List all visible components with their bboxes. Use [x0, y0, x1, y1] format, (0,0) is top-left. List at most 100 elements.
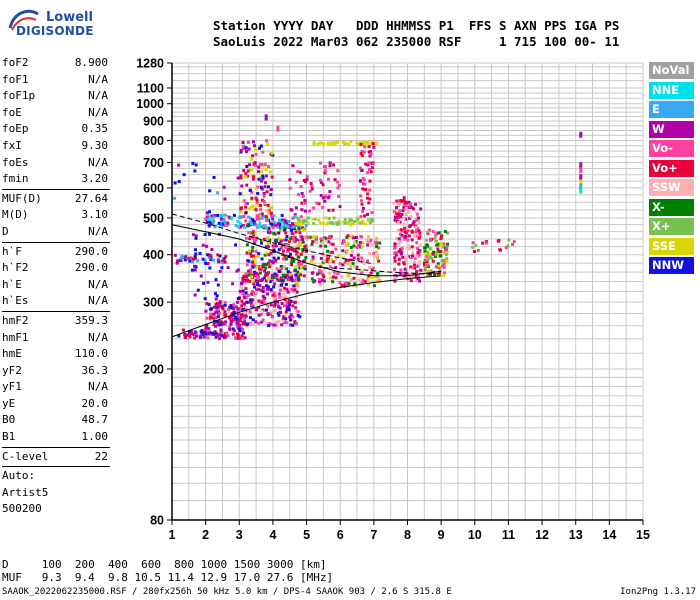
echo-point	[284, 295, 288, 299]
echo-point	[214, 331, 218, 335]
echo-point	[239, 222, 243, 226]
echo-point	[504, 246, 508, 250]
echo-point	[267, 228, 271, 232]
echo-point	[353, 240, 357, 244]
echo-point	[214, 297, 218, 301]
echo-point	[202, 335, 206, 339]
echo-point	[277, 305, 281, 309]
echo-point	[293, 235, 297, 239]
echo-point	[311, 217, 315, 221]
echo-point	[255, 285, 259, 289]
echo-point	[224, 223, 228, 227]
echo-point	[400, 236, 404, 240]
echo-point	[261, 294, 265, 298]
echo-point	[473, 250, 477, 254]
echo-point	[422, 261, 426, 265]
echo-point	[216, 213, 220, 217]
echo-point	[188, 335, 192, 339]
echo-point	[223, 197, 227, 201]
echo-point	[579, 187, 583, 194]
echo-point	[363, 145, 367, 149]
echo-point	[232, 314, 236, 318]
echo-point	[299, 273, 303, 277]
echo-point	[269, 187, 273, 191]
echo-point	[244, 287, 248, 291]
echo-point	[328, 250, 332, 254]
echo-point	[294, 230, 298, 234]
echo-point	[244, 202, 248, 206]
echo-point	[218, 337, 222, 341]
echo-point	[428, 256, 432, 260]
echo-point	[313, 239, 317, 243]
version-label: Ion2Png 1.3.17	[620, 587, 696, 597]
echo-point	[244, 291, 248, 295]
echo-point	[308, 209, 312, 213]
echo-point	[371, 280, 375, 284]
y-tick-label: 600	[143, 181, 164, 195]
echo-point	[396, 228, 400, 232]
echo-point	[287, 305, 291, 309]
echo-point	[266, 292, 270, 296]
echo-point	[260, 288, 264, 292]
echo-point	[320, 278, 324, 282]
echo-point	[433, 273, 437, 277]
echo-point	[242, 317, 246, 321]
echo-point	[206, 336, 210, 340]
parameter-row: h`F 290.0	[0, 244, 112, 261]
echo-point	[274, 308, 278, 312]
echo-point	[235, 324, 239, 328]
echo-point	[220, 266, 224, 270]
echo-point	[249, 268, 253, 272]
parameter-value: 3.20	[81, 172, 109, 186]
echo-point	[200, 330, 204, 334]
echo-point	[256, 214, 260, 218]
echo-point	[206, 280, 210, 284]
echo-point	[319, 237, 323, 241]
echo-point	[370, 276, 374, 280]
echo-point	[302, 274, 306, 278]
echo-point	[270, 175, 274, 179]
echo-point	[234, 224, 238, 228]
echo-point	[299, 215, 303, 219]
echo-point	[266, 142, 270, 146]
echo-point	[439, 249, 443, 253]
echo-point	[254, 152, 258, 156]
x-tick-label: 10	[468, 528, 482, 542]
echo-point	[400, 246, 404, 250]
echo-point	[366, 171, 370, 175]
parameter-name: yE	[2, 396, 16, 410]
echo-point	[393, 276, 397, 280]
echo-point	[281, 249, 285, 253]
echo-point	[261, 174, 265, 178]
echo-point	[258, 221, 262, 225]
echo-point	[214, 278, 218, 282]
echo-point	[331, 280, 335, 284]
echo-point	[212, 305, 216, 309]
parameter-row: B0 48.7	[0, 412, 112, 429]
echo-point	[393, 259, 397, 263]
echo-point	[295, 281, 299, 285]
echo-point	[253, 144, 257, 148]
echo-point	[342, 240, 346, 244]
echo-point	[362, 141, 366, 145]
echo-point	[356, 142, 360, 146]
echo-point	[191, 161, 195, 165]
echo-point	[360, 235, 364, 239]
echo-point	[340, 283, 344, 287]
echo-point	[176, 259, 180, 263]
echo-point	[222, 259, 226, 263]
echo-point	[369, 142, 373, 146]
echo-point	[204, 217, 208, 221]
echo-point	[190, 332, 194, 336]
echo-point	[289, 313, 293, 317]
x-tick-label: 9	[438, 528, 445, 542]
echo-point	[248, 167, 252, 171]
echo-point	[262, 276, 266, 280]
echo-point	[372, 254, 376, 258]
echo-point	[395, 199, 399, 203]
echo-point	[291, 323, 295, 327]
echo-point	[248, 300, 252, 304]
echo-point	[252, 241, 256, 245]
echo-point	[252, 307, 256, 311]
echo-point	[290, 287, 294, 291]
